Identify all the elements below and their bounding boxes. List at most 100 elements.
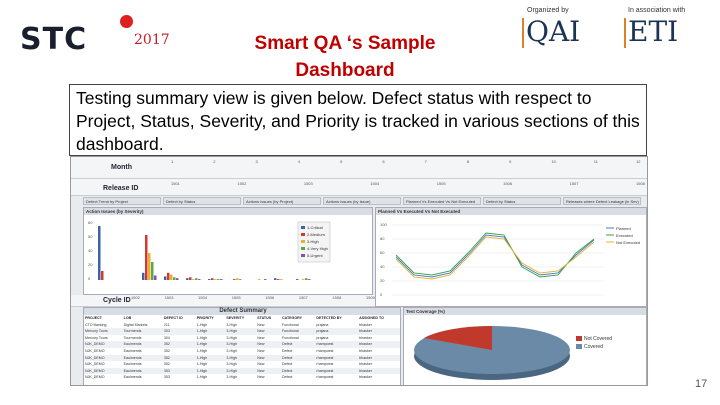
tick-label: 7 xyxy=(424,159,427,164)
tick-label: 9 xyxy=(509,159,512,164)
table-cell: Defect xyxy=(281,341,316,348)
severity-panel: Action Issues (by Severity) 60 50 40 20 0 1-C… xyxy=(83,207,373,295)
column-header[interactable]: DETECTED BY xyxy=(316,316,342,320)
table-row[interactable]: NJK_DEMO Eauimends 352 1-High 3-High New Defec… xyxy=(84,361,400,368)
dashboard-tab[interactable]: Defect by Status xyxy=(483,197,561,205)
table-row[interactable]: NJK_DEMO Eauimends 352 1-High 3-High New Defec… xyxy=(84,341,400,348)
legend-swatch-not-covered xyxy=(576,336,582,341)
table-row[interactable]: CTO Banking Digital Markets 211 1-High 3-Hig… xyxy=(84,322,400,329)
severity-bar xyxy=(305,278,308,280)
table-row[interactable]: NJK_DEMO Eauimends 353 1-High 3-High New Defec… xyxy=(84,367,400,375)
dashboard-tab[interactable]: Defect Trend by Project xyxy=(83,197,161,205)
tick-label: 1505 xyxy=(231,295,241,300)
table-cell: Mercury Tours xyxy=(84,328,123,335)
severity-bar xyxy=(151,262,154,280)
column-header[interactable]: CATEGORY xyxy=(282,316,303,320)
severity-bar xyxy=(217,279,220,280)
legend-label: 3-High xyxy=(307,239,319,244)
table-cell: bhasker xyxy=(358,341,400,348)
tick-label: 1509 xyxy=(366,295,375,300)
table-cell: 352 xyxy=(162,354,196,362)
table-row[interactable]: NJK_DEMO Eauimends 352 1-High 3-High New Defec… xyxy=(84,348,400,355)
tick-label: 5 xyxy=(340,159,343,164)
column-header[interactable]: DEFECT ID xyxy=(163,316,183,320)
table-row[interactable]: NJK_DEMO Eauimends 353 1-High 3-High New Defec… xyxy=(84,374,400,381)
table-cell: New xyxy=(256,328,282,335)
table-cell: Eauimends xyxy=(122,341,163,348)
legend-label: 1-Critical xyxy=(307,225,323,230)
association-label: In association with xyxy=(628,7,686,14)
table-cell: bhasker xyxy=(359,375,372,380)
tick-label: 4 xyxy=(297,159,301,164)
dashboard-tab[interactable]: Defect by Status xyxy=(163,197,241,205)
column-header[interactable]: PROJECT xyxy=(85,316,102,320)
table-cell: NJK_DEMO xyxy=(85,375,105,380)
table-cell: rhampoest xyxy=(316,375,334,380)
severity-bar xyxy=(233,279,236,280)
coverage-panel-title: Test Coverage (%) xyxy=(404,308,646,315)
severity-bar xyxy=(164,276,167,280)
table-cell: bhasker xyxy=(359,348,372,353)
severity-bar xyxy=(220,279,223,280)
table-cell: New xyxy=(257,348,265,353)
month-label: Month xyxy=(111,164,132,171)
y-tick-label: 40 xyxy=(380,264,385,269)
legend-swatch xyxy=(301,247,305,250)
table-cell: prajana xyxy=(316,335,329,340)
cycle-filter: Cycle ID 1502 1503 1504 1505 1506 1507 1508 150… xyxy=(71,295,375,307)
column-header[interactable]: SEVERITY xyxy=(226,316,245,320)
table-cell: Eauimends xyxy=(122,354,163,362)
planned-panel-title: Planned Vs Executed Vs Not Executed xyxy=(376,208,646,215)
dashboard-tab[interactable]: Actions Issues (by Issue) xyxy=(323,197,401,205)
table-cell: 352 xyxy=(163,362,170,367)
table-cell: NJK_DEMO xyxy=(85,348,105,353)
column-header[interactable]: PRIORITY xyxy=(196,316,214,320)
planned-panel: Planned Vs Executed Vs Not Executed 100 8… xyxy=(375,207,647,307)
tick-label: 12 xyxy=(636,159,641,164)
dashboard-tab[interactable]: Actions Issues (by Project) xyxy=(243,197,321,205)
table-cell: New xyxy=(257,335,265,340)
legend-covered: Covered xyxy=(584,344,603,350)
severity-panel-title: Action Issues (by Severity) xyxy=(84,208,372,215)
table-cell: rhampoest xyxy=(316,348,334,353)
column-header[interactable]: ASSIGNED TO xyxy=(359,316,384,320)
tick-label: 1504 xyxy=(198,295,208,300)
table-cell: bhasker xyxy=(358,328,400,335)
severity-bar xyxy=(173,277,176,280)
tick-label: 1505 xyxy=(436,181,446,186)
table-cell: 1-High xyxy=(195,341,226,348)
table-cell: New xyxy=(257,362,265,367)
y-tick-label: 40 xyxy=(88,248,93,253)
severity-bar xyxy=(198,279,201,280)
y-tick-label: 60 xyxy=(88,220,93,225)
legend-swatch xyxy=(301,233,305,236)
organized-by-label: Organized by xyxy=(527,7,569,14)
series-line-planned xyxy=(395,234,595,278)
severity-bar xyxy=(189,277,192,280)
cycle-label: Cycle ID xyxy=(103,297,131,304)
dashboard-tab[interactable]: Planned Vs Executed Vs Not Executed xyxy=(403,197,481,205)
severity-bar xyxy=(264,279,267,280)
table-cell: New xyxy=(257,375,265,380)
severity-bar xyxy=(176,278,179,280)
tick-label: 6 xyxy=(382,159,385,164)
tick-label: 1502 xyxy=(131,295,140,300)
table-body: CTO Banking Digital Markets 211 1-High 3-Hig… xyxy=(84,322,400,381)
tick-label: 1506 xyxy=(503,181,513,186)
stc-logo-dot-icon xyxy=(120,15,133,28)
tick-label: 1501 xyxy=(171,181,180,186)
slide-number: 17 xyxy=(695,378,708,390)
table-cell: 303 xyxy=(162,328,196,335)
dashboard-tab[interactable]: Releases where Defect Leakage (in Sev) xyxy=(563,197,641,205)
table-cell: 3-High xyxy=(226,348,237,353)
month-ticks: 1 2 3 4 5 6 7 8 9 10 11 12 xyxy=(71,159,647,167)
column-header[interactable]: LOB xyxy=(123,316,132,320)
legend-not-covered: Not Covered xyxy=(584,336,612,342)
table-row[interactable]: NJK_DEMO Eauimends 352 1-High 3-High New Defec… xyxy=(84,354,400,362)
dashboard-screenshot: Month 1 2 3 4 5 6 7 8 9 10 11 12 Release ID 1501 150… xyxy=(70,156,648,386)
table-row[interactable]: Mercury Tours Tourmends 304 1-High 3-High New… xyxy=(84,335,400,342)
table-cell: Functional xyxy=(282,335,299,340)
column-header[interactable]: STATUS xyxy=(257,316,272,320)
table-row[interactable]: Mercury Tours Tourmends 303 1-High 3-High New… xyxy=(84,328,400,335)
severity-bar xyxy=(211,278,214,280)
